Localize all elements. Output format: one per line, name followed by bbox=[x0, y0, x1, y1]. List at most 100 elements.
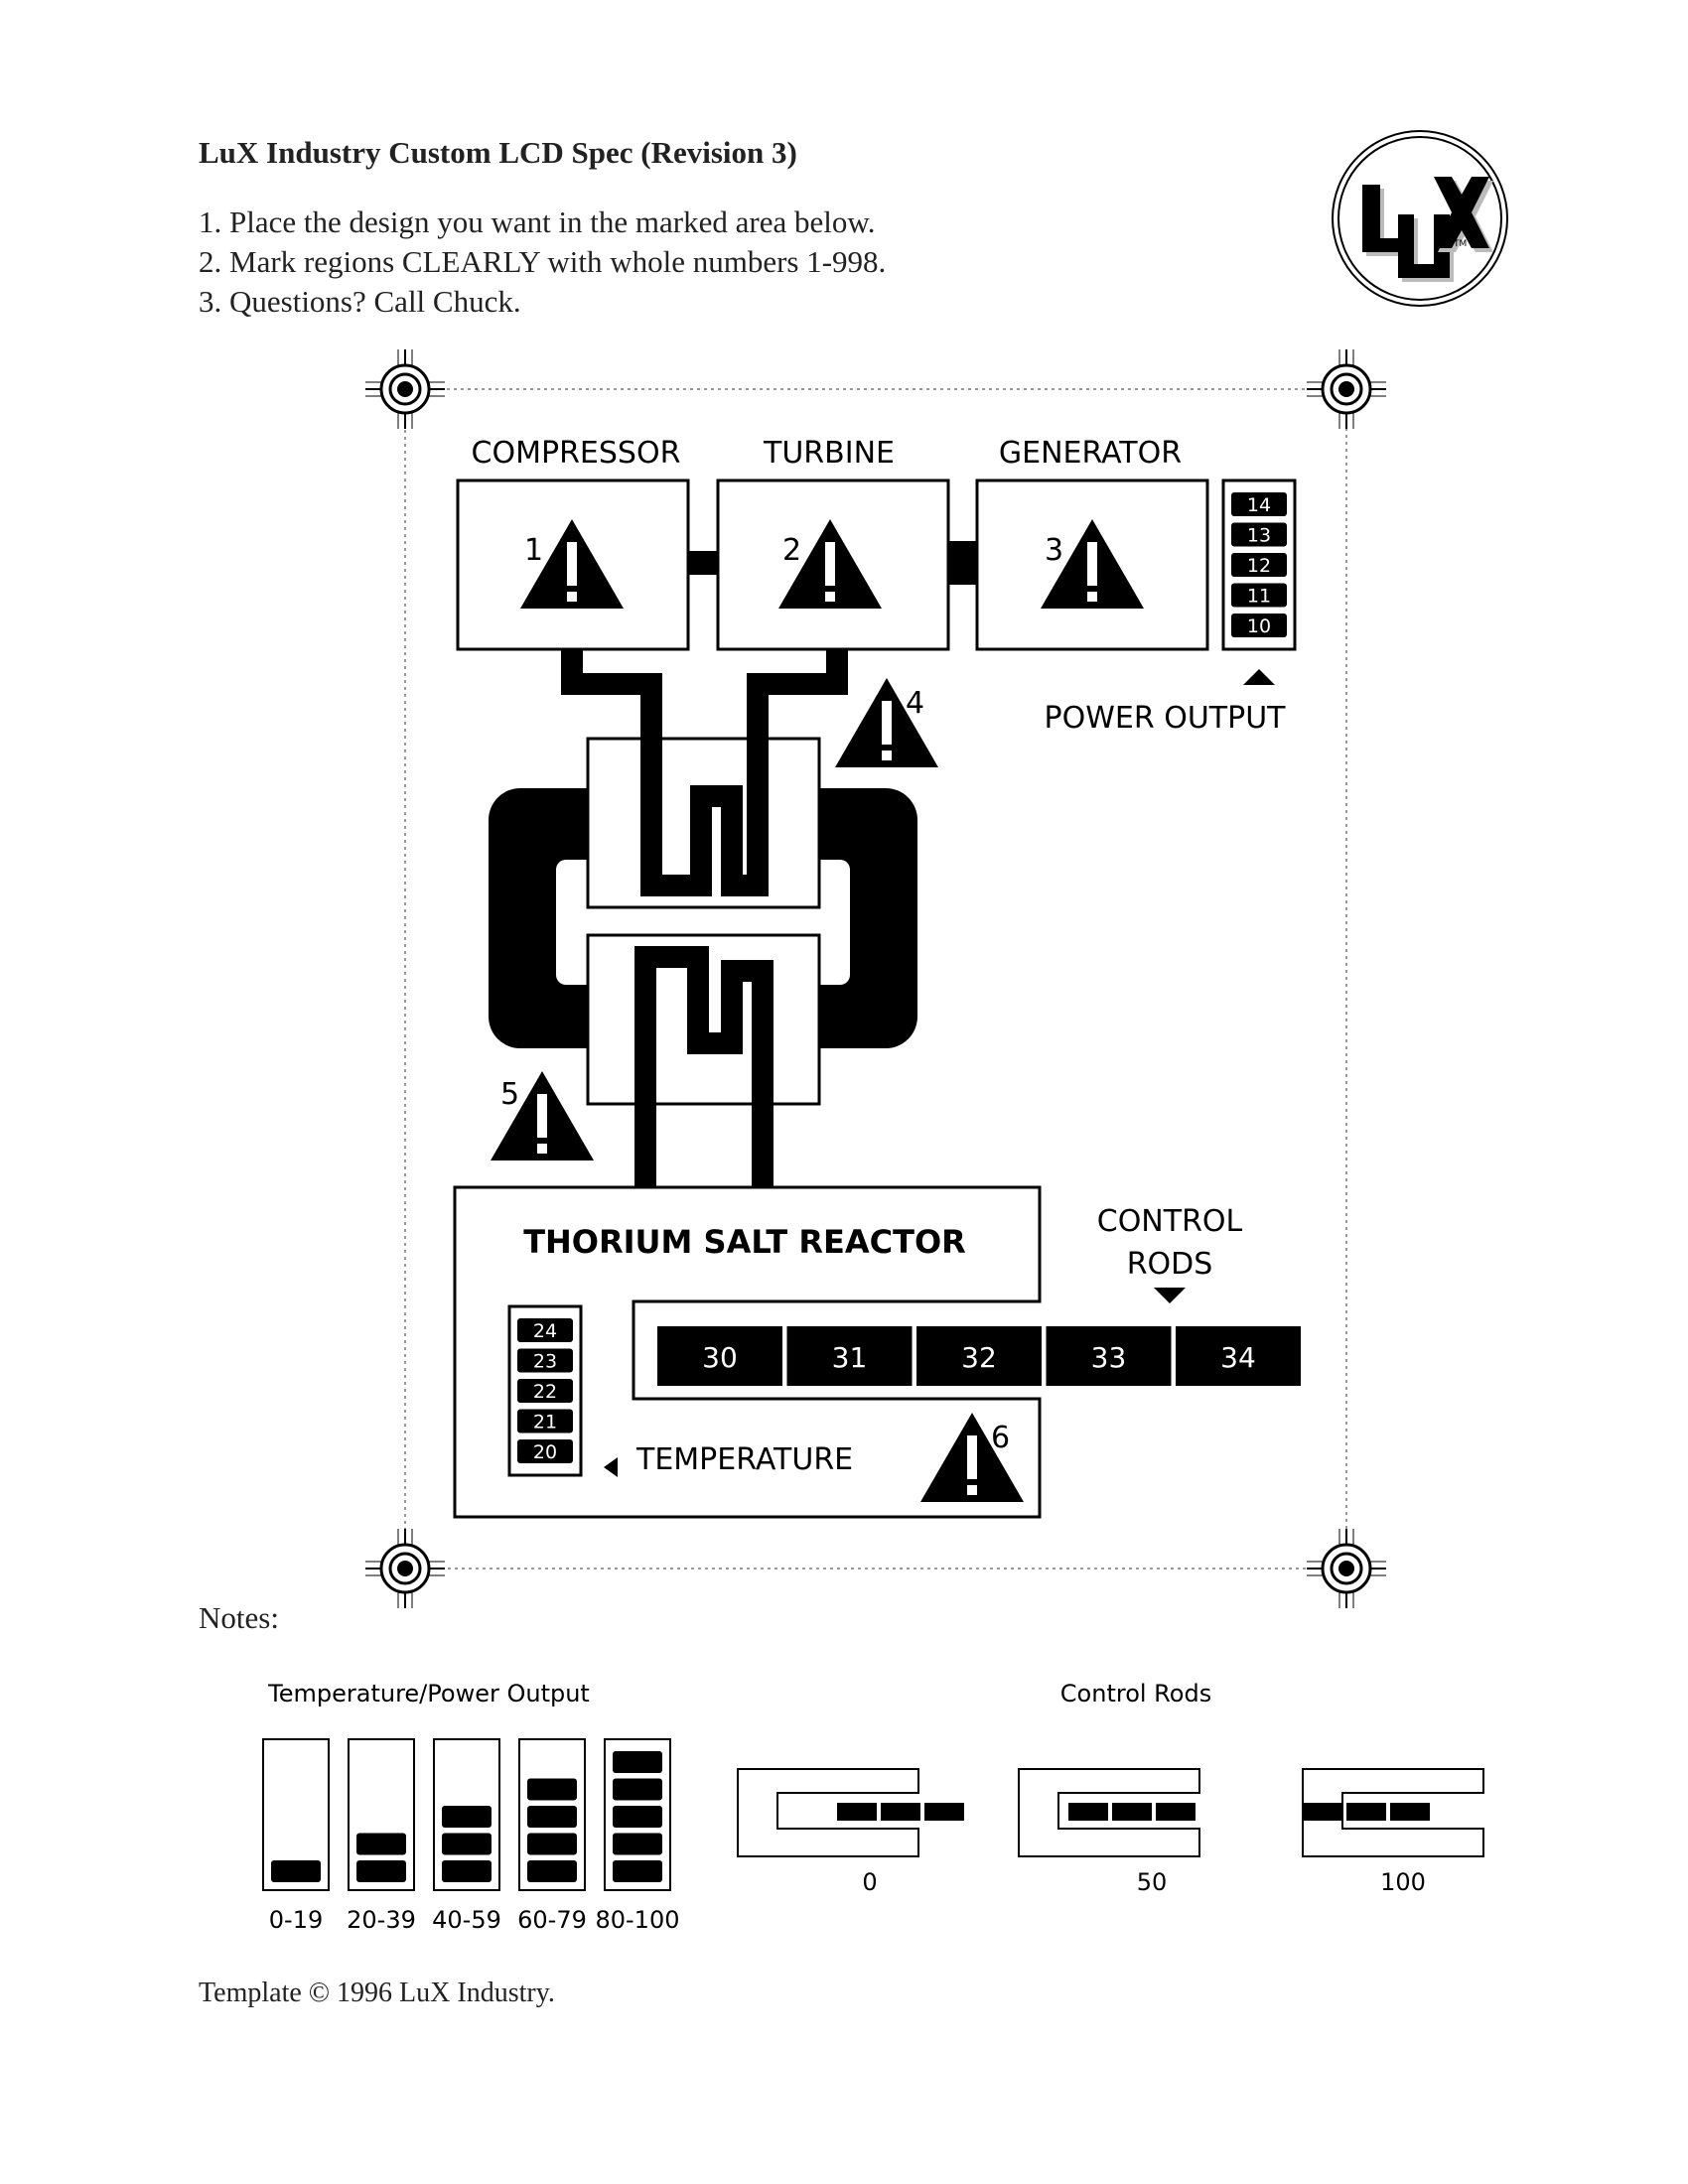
temperature-label: TEMPERATURE bbox=[635, 1442, 853, 1477]
registration-mark-top-left bbox=[363, 347, 447, 431]
level-bar bbox=[356, 1860, 406, 1882]
control-rod-segment-label: 33 bbox=[1091, 1341, 1127, 1374]
temperature-segment bbox=[517, 1348, 573, 1373]
upper-coolant-loop bbox=[561, 648, 848, 896]
warning-4-number: 4 bbox=[906, 686, 924, 721]
rod-segment bbox=[1346, 1803, 1386, 1821]
level-bar bbox=[613, 1751, 662, 1773]
control-rod-state-100: 100 bbox=[1302, 1768, 1484, 1896]
control-rod-segment-label: 32 bbox=[961, 1341, 997, 1374]
control-rods-legend: 0 50 100 bbox=[737, 1768, 1484, 1896]
level-bar bbox=[613, 1833, 662, 1855]
rod-housing-outline bbox=[1018, 1768, 1200, 1857]
turbine-region-number: 2 bbox=[782, 533, 801, 568]
level-bar bbox=[613, 1860, 662, 1882]
control-rod-state-0: 0 bbox=[737, 1768, 964, 1896]
control-rod-segment bbox=[1046, 1326, 1172, 1386]
lux-logo: TM bbox=[1332, 130, 1508, 307]
temperature-segments: 24 23 22 21 20 bbox=[517, 1318, 573, 1463]
warning-5-number: 5 bbox=[500, 1077, 519, 1112]
design-area-frame bbox=[404, 388, 1347, 1570]
warning-6-number: 6 bbox=[991, 1421, 1010, 1455]
level-bar bbox=[527, 1833, 577, 1855]
control-rods-label-line2: RODS bbox=[1127, 1247, 1213, 1282]
control-rod-segments: 30 31 32 33 34 bbox=[657, 1326, 1301, 1386]
power-output-segment bbox=[1231, 614, 1287, 637]
lower-coolant-loop bbox=[634, 946, 774, 1189]
power-output-segment bbox=[1231, 492, 1287, 516]
registration-mark-top-right bbox=[1305, 347, 1388, 431]
rod-segment bbox=[1112, 1803, 1152, 1821]
control-rods-legend-title: Control Rods bbox=[1060, 1680, 1211, 1707]
instruction-step-3: 3. Questions? Call Chuck. bbox=[199, 284, 521, 319]
rod-housing-outline bbox=[737, 1768, 919, 1857]
rod-segment bbox=[881, 1803, 920, 1821]
level-bar bbox=[527, 1778, 577, 1801]
rod-housing-outline bbox=[1302, 1768, 1484, 1857]
control-rod-state-50: 50 bbox=[1018, 1768, 1200, 1896]
level-range-label: 20-39 bbox=[347, 1906, 416, 1934]
power-output-segment-label: 14 bbox=[1247, 494, 1271, 516]
level-bar bbox=[613, 1806, 662, 1828]
temperature-segment bbox=[517, 1409, 573, 1433]
rod-segment bbox=[837, 1803, 877, 1821]
power-output-segments: 14 13 12 11 10 bbox=[1231, 492, 1287, 637]
rod-state-label: 50 bbox=[1137, 1868, 1168, 1896]
power-output-arrow-icon bbox=[1243, 669, 1275, 685]
level-bar bbox=[527, 1860, 577, 1882]
compressor-region-number: 1 bbox=[524, 533, 543, 568]
compressor-label: COMPRESSOR bbox=[472, 436, 681, 471]
generator-region-number: 3 bbox=[1045, 533, 1063, 568]
level-bar bbox=[527, 1806, 577, 1828]
compressor-turbine-shaft bbox=[687, 551, 719, 575]
registration-mark-bottom-left bbox=[363, 1527, 447, 1610]
rod-segment bbox=[1156, 1803, 1196, 1821]
control-rod-segment bbox=[916, 1326, 1042, 1386]
generator-label: GENERATOR bbox=[999, 436, 1182, 471]
power-output-segment-label: 13 bbox=[1247, 525, 1271, 547]
instruction-step-1: 1. Place the design you want in the mark… bbox=[199, 205, 876, 239]
copyright-footer: Template © 1996 LuX Industry. bbox=[199, 1978, 555, 2008]
reactor-label: THORIUM SALT REACTOR bbox=[523, 1223, 966, 1261]
rod-segment bbox=[1303, 1803, 1342, 1821]
control-rods-label-line1: CONTROL bbox=[1097, 1204, 1243, 1239]
power-output-segment bbox=[1231, 553, 1287, 577]
level-bar bbox=[442, 1806, 492, 1828]
control-rod-segment-label: 31 bbox=[832, 1341, 868, 1374]
document-title: LuX Industry Custom LCD Spec (Revision 3… bbox=[199, 135, 797, 170]
temp-power-level-legend: 0-19 20-39 40-59 60-79 80-100 bbox=[262, 1738, 680, 1934]
temperature-arrow-icon bbox=[604, 1457, 618, 1477]
power-output-segment bbox=[1231, 522, 1287, 547]
rod-segment bbox=[924, 1803, 964, 1821]
registration-mark-bottom-right bbox=[1305, 1527, 1388, 1610]
reactor-outline bbox=[453, 1185, 1042, 1519]
instruction-step-2: 2. Mark regions CLEARLY with whole numbe… bbox=[199, 244, 887, 279]
power-output-segment-label: 10 bbox=[1247, 615, 1271, 637]
control-rod-segment bbox=[786, 1326, 913, 1386]
control-rod-segment-label: 34 bbox=[1220, 1341, 1256, 1374]
level-bar bbox=[442, 1860, 492, 1882]
temperature-segment-label: 23 bbox=[533, 1351, 557, 1373]
power-output-segment bbox=[1231, 583, 1287, 608]
power-output-segment-label: 12 bbox=[1247, 555, 1271, 577]
temperature-segment-label: 20 bbox=[533, 1441, 557, 1463]
level-range-label: 80-100 bbox=[595, 1906, 679, 1934]
level-bar bbox=[356, 1833, 406, 1855]
level-bar bbox=[442, 1833, 492, 1855]
temperature-segment bbox=[517, 1439, 573, 1463]
control-rods-arrow-icon bbox=[1154, 1288, 1186, 1303]
turbine-label: TURBINE bbox=[763, 436, 895, 471]
power-output-segment-label: 11 bbox=[1247, 586, 1271, 608]
level-range-label: 40-59 bbox=[432, 1906, 501, 1934]
temp-power-legend-title: Temperature/Power Output bbox=[267, 1680, 590, 1707]
control-rod-segment-label: 30 bbox=[702, 1341, 738, 1374]
level-bar bbox=[613, 1778, 662, 1801]
rod-segment bbox=[1068, 1803, 1108, 1821]
control-rod-segment bbox=[657, 1326, 782, 1386]
temperature-segment-label: 21 bbox=[533, 1412, 557, 1433]
level-bar bbox=[271, 1860, 321, 1882]
turbine-generator-shaft bbox=[948, 541, 978, 585]
level-range-label: 0-19 bbox=[269, 1906, 323, 1934]
